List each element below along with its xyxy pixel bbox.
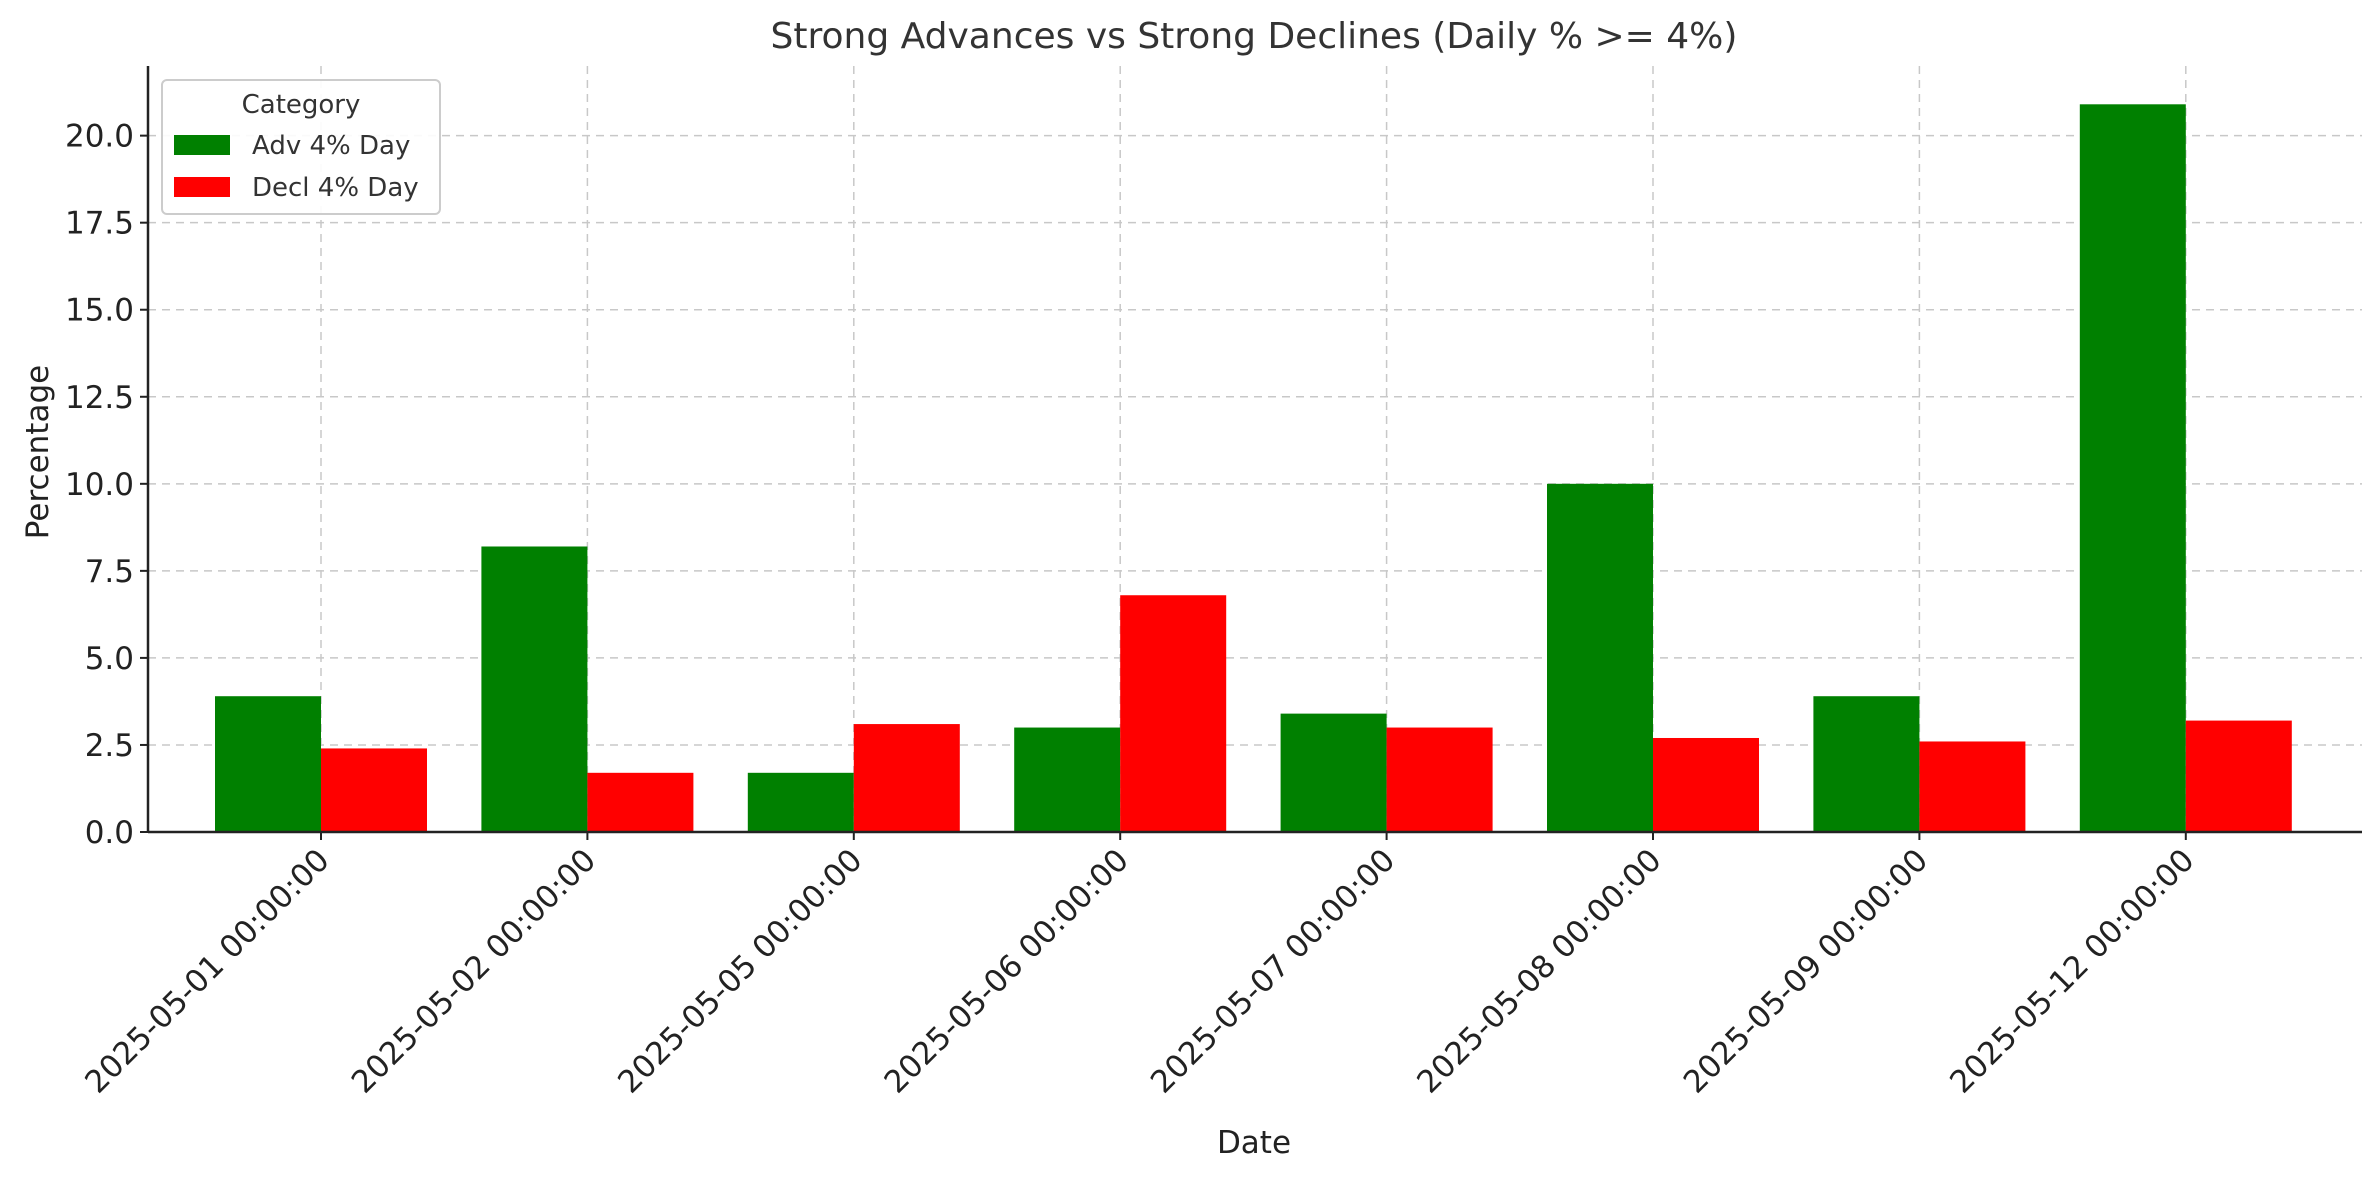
y-tick-label: 7.5 — [85, 554, 134, 590]
legend-entry: Adv 4% Day — [252, 131, 410, 161]
legend-swatch — [174, 135, 230, 155]
bar-decl — [1919, 741, 2026, 832]
bar-adv — [747, 772, 854, 832]
bar-adv — [2079, 104, 2186, 833]
grid-lines — [148, 66, 2362, 833]
axes — [140, 66, 2362, 840]
y-tick-label: 20.0 — [65, 119, 134, 155]
bars — [215, 104, 2292, 833]
x-tick-label: 2025-05-08 00:00:00 — [1410, 842, 1668, 1100]
bar-adv — [1547, 483, 1653, 832]
x-tick-label: 2025-05-01 00:00:00 — [78, 842, 336, 1100]
bar-decl — [2185, 720, 2292, 832]
y-tick-label: 12.5 — [65, 380, 134, 416]
y-tick-label: 15.0 — [65, 293, 134, 329]
bar-decl — [321, 748, 427, 832]
bar-decl — [1386, 727, 1493, 832]
y-tick-label: 2.5 — [85, 728, 134, 764]
x-tick-label: 2025-05-12 00:00:00 — [1943, 842, 2201, 1100]
x-tick-label: 2025-05-09 00:00:00 — [1677, 842, 1935, 1100]
legend-entry: Decl 4% Day — [252, 173, 419, 203]
bar-adv — [1014, 727, 1121, 832]
x-tick-label: 2025-05-05 00:00:00 — [611, 842, 869, 1100]
bar-adv — [215, 696, 321, 832]
legend: Category Adv 4% Day Decl 4% Day — [161, 79, 441, 215]
x-axis-label: Date — [1217, 1125, 1291, 1161]
y-axis-label: Percentage — [20, 365, 56, 539]
bar-adv — [481, 546, 588, 832]
legend-swatch — [174, 177, 230, 197]
bar-decl — [1653, 737, 1759, 832]
x-tick-label: 2025-05-02 00:00:00 — [345, 842, 603, 1100]
y-tick-label: 0.0 — [85, 815, 134, 851]
bar-adv — [1813, 696, 1920, 832]
chart-title: Strong Advances vs Strong Declines (Dail… — [771, 16, 1738, 57]
legend-title: Category — [242, 90, 361, 120]
y-tick-label: 17.5 — [65, 206, 134, 242]
bar-decl — [1120, 595, 1227, 832]
x-tick-label: 2025-05-07 00:00:00 — [1144, 842, 1402, 1100]
y-tick-label: 5.0 — [85, 641, 134, 677]
bar-adv — [1280, 713, 1387, 832]
x-tick-label: 2025-05-06 00:00:00 — [878, 842, 1136, 1100]
legend-frame — [161, 79, 441, 215]
bar-decl — [853, 724, 960, 832]
bar-decl — [587, 772, 694, 832]
y-tick-label: 10.0 — [65, 467, 134, 503]
